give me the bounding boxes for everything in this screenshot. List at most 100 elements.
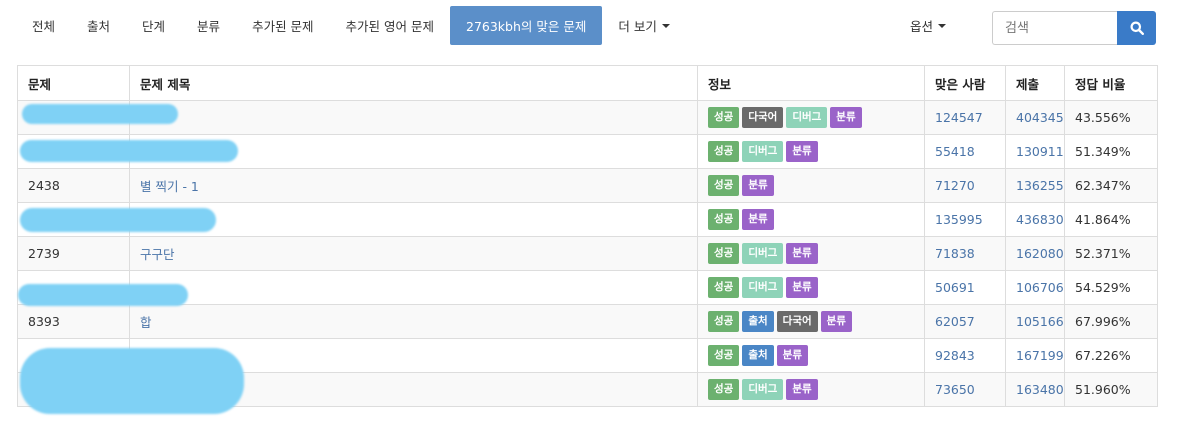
problem-title-cell: 구구단: [129, 236, 698, 271]
tab-label: 추가된 문제: [252, 19, 314, 34]
status-badge[interactable]: 분류: [742, 175, 774, 196]
submission-count-link[interactable]: 163480: [1016, 382, 1064, 397]
accept-ratio: 41.864%: [1064, 202, 1158, 237]
search-button[interactable]: [1117, 11, 1156, 45]
solved-count-link[interactable]: 135995: [935, 212, 983, 227]
status-badge[interactable]: 분류: [786, 141, 818, 162]
problem-title-link[interactable]: 합: [140, 315, 152, 330]
solved-count-link[interactable]: 62057: [935, 314, 975, 329]
status-badge[interactable]: 디버그: [742, 141, 784, 162]
search-input[interactable]: [992, 11, 1117, 45]
tab-label: 분류: [197, 19, 221, 34]
tab-0[interactable]: 전체: [16, 6, 71, 45]
status-badge[interactable]: 디버그: [786, 107, 828, 128]
solved-count-link[interactable]: 124547: [935, 110, 983, 125]
solved-count-link-cell: 92843: [924, 338, 1006, 373]
status-badge[interactable]: 분류: [786, 379, 818, 400]
options-dropdown[interactable]: 옵션: [896, 6, 960, 45]
submission-count-link[interactable]: 105166: [1016, 314, 1064, 329]
submission-count-link[interactable]: 130911: [1016, 144, 1064, 159]
info-cell: 성공 분류: [697, 202, 925, 237]
status-badge[interactable]: 성공: [708, 345, 740, 366]
status-badge[interactable]: 출처: [742, 311, 774, 332]
submission-count-link[interactable]: 162080: [1016, 246, 1064, 261]
info-cell: 성공 분류: [697, 168, 925, 203]
accept-ratio: 67.226%: [1064, 338, 1158, 373]
solved-count-link[interactable]: 71270: [935, 178, 975, 193]
tab-6[interactable]: 2763kbh의 맞은 문제: [450, 6, 603, 45]
redaction-scribble: [20, 140, 238, 162]
solved-count-link[interactable]: 92843: [935, 348, 975, 363]
submission-count-link[interactable]: 404345: [1016, 110, 1064, 125]
solved-count-link-cell: 50691: [924, 270, 1006, 305]
solved-count-link-cell: 135995: [924, 202, 1006, 237]
status-badge[interactable]: 분류: [776, 345, 808, 366]
status-badge[interactable]: 성공: [708, 243, 740, 264]
status-badge[interactable]: 성공: [708, 141, 740, 162]
problem-id: 8393: [17, 304, 130, 339]
problem-title-cell: 합: [129, 304, 698, 339]
problem-title-link[interactable]: 구구단: [140, 247, 175, 262]
info-cell: 성공 다국어 디버그 분류: [697, 100, 925, 135]
tab-7[interactable]: 더 보기: [602, 6, 685, 45]
tab-4[interactable]: 추가된 문제: [236, 6, 329, 45]
status-badge[interactable]: 성공: [708, 277, 740, 298]
solved-count-link[interactable]: 55418: [935, 144, 975, 159]
accept-ratio: 51.960%: [1064, 372, 1158, 407]
status-badge[interactable]: 성공: [708, 107, 740, 128]
submission-count-link-cell: 105166: [1005, 304, 1065, 339]
info-cell: 성공 디버그 분류: [697, 372, 925, 407]
status-badge[interactable]: 디버그: [742, 243, 784, 264]
solved-count-link-cell: 71270: [924, 168, 1006, 203]
status-badge[interactable]: 출처: [742, 345, 774, 366]
tab-2[interactable]: 단계: [126, 6, 181, 45]
status-badge[interactable]: 다국어: [742, 107, 784, 128]
problem-tabs: 전체 출처 단계 분류 추가된 문제 추가된 영어 문제 2763kbh의 맞은 문제 더 보…: [16, 6, 686, 45]
status-badge[interactable]: 분류: [742, 209, 774, 230]
submission-count-link[interactable]: 136255: [1016, 178, 1064, 193]
tab-label: 출처: [87, 19, 111, 34]
status-badge[interactable]: 디버그: [742, 379, 784, 400]
table-row: 성공 출처 분류 92843 167199 67.226%: [17, 338, 1158, 373]
info-cell: 성공 출처 분류: [697, 338, 925, 373]
submission-count-link-cell: 136255: [1005, 168, 1065, 203]
status-badge[interactable]: 성공: [708, 209, 740, 230]
submission-count-link-cell: 436830: [1005, 202, 1065, 237]
status-badge[interactable]: 다국어: [776, 311, 818, 332]
options-label: 옵션: [910, 19, 934, 34]
tab-3[interactable]: 분류: [181, 6, 236, 45]
table-row: 2739 구구단 성공 디버그 분류 71838 162080 52.371%: [17, 236, 1158, 271]
table-row: 2438 별 찍기 - 1 성공 분류 71270 136255 62.347%: [17, 168, 1158, 203]
status-badge[interactable]: 디버그: [742, 277, 784, 298]
status-badge[interactable]: 분류: [786, 277, 818, 298]
column-header: 정보: [697, 65, 925, 101]
tab-5[interactable]: 추가된 영어 문제: [330, 6, 450, 45]
tab-1[interactable]: 출처: [71, 6, 126, 45]
accept-ratio: 52.371%: [1064, 236, 1158, 271]
problem-title-cell: 별 찍기 - 1: [129, 168, 698, 203]
submission-count-link-cell: 162080: [1005, 236, 1065, 271]
solved-count-link-cell: 62057: [924, 304, 1006, 339]
column-header: 정답 비율: [1064, 65, 1158, 101]
status-badge[interactable]: 분류: [820, 311, 852, 332]
submission-count-link-cell: 163480: [1005, 372, 1065, 407]
submission-count-link[interactable]: 167199: [1016, 348, 1064, 363]
problem-title-cell: [129, 270, 698, 305]
solved-count-link[interactable]: 50691: [935, 280, 975, 295]
accept-ratio: 67.996%: [1064, 304, 1158, 339]
status-badge[interactable]: 성공: [708, 175, 740, 196]
tab-label: 전체: [32, 19, 56, 34]
info-cell: 성공 디버그 분류: [697, 270, 925, 305]
redaction-scribble: [20, 348, 244, 414]
info-cell: 성공 출처 다국어 분류: [697, 304, 925, 339]
status-badge[interactable]: 분류: [830, 107, 862, 128]
submission-count-link[interactable]: 106706: [1016, 280, 1064, 295]
solved-count-link[interactable]: 71838: [935, 246, 975, 261]
solved-count-link[interactable]: 73650: [935, 382, 975, 397]
problem-id: 2739: [17, 236, 130, 271]
status-badge[interactable]: 성공: [708, 311, 740, 332]
problem-title-link[interactable]: 별 찍기 - 1: [140, 179, 199, 194]
status-badge[interactable]: 성공: [708, 379, 740, 400]
status-badge[interactable]: 분류: [786, 243, 818, 264]
submission-count-link[interactable]: 436830: [1016, 212, 1064, 227]
